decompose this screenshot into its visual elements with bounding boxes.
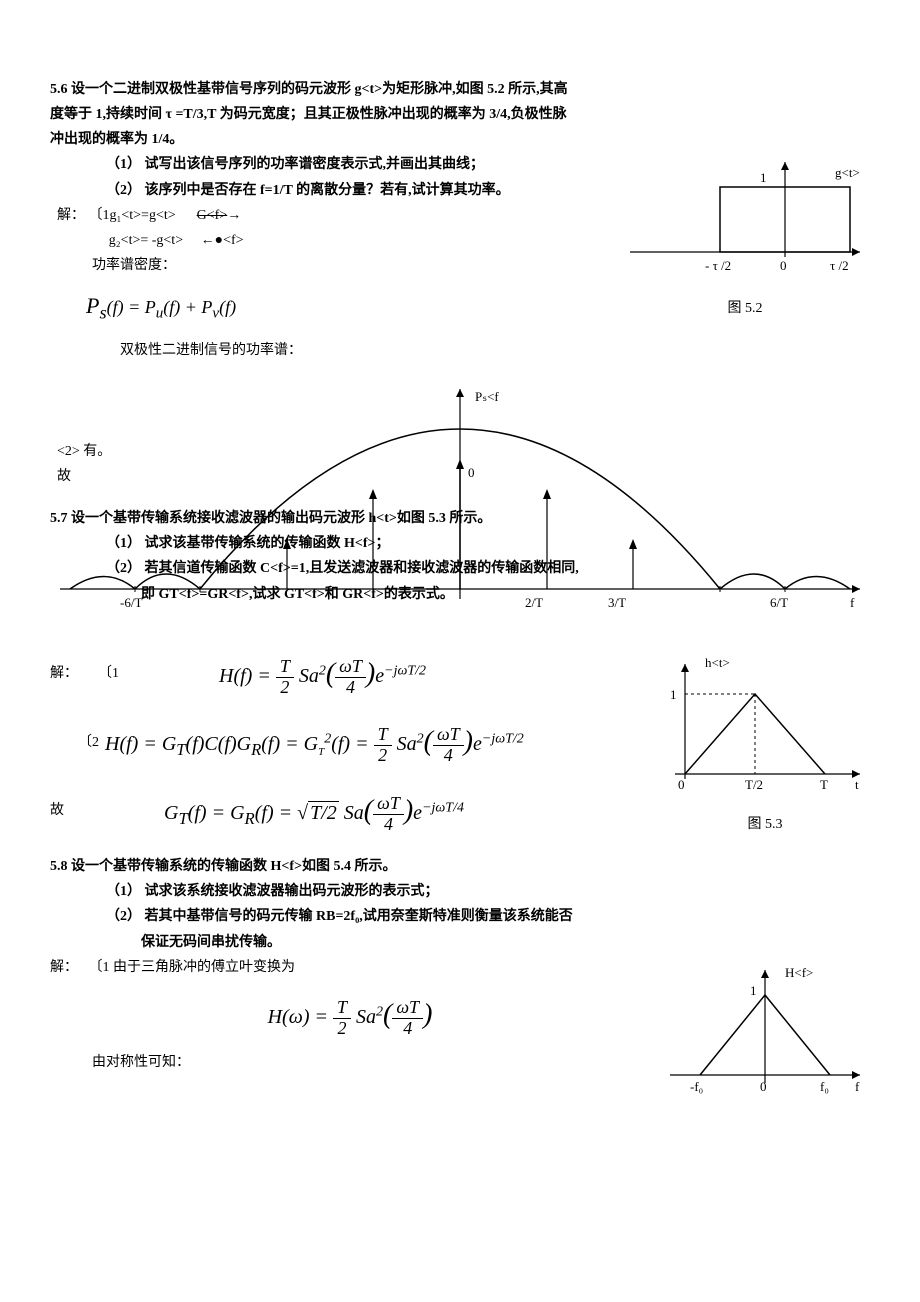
svg-text:1: 1 <box>760 170 767 185</box>
p56-t1: 设一个二进制双极性基带信号序列的码元波形 g<t>为矩形脉冲,如图 5.2 所示… <box>71 82 568 97</box>
p57-eq2-row: 〔2 H(f) = GT(f)C(f)GR(f) = GT2(f) = T2 S… <box>50 717 650 767</box>
p58-q1: （1） 试求该系统接收滤波器输出码元波形的表示式； <box>50 879 870 904</box>
p56-num: 5.6 <box>50 82 68 97</box>
svg-text:h<t>: h<t> <box>705 655 730 670</box>
fig53-svg: h<t> 1 0 T/2 T t <box>660 649 870 799</box>
p57-eq1-row: 解： 〔1 H(f) = T2 Sa2(ωT4)e−jωT/2 <box>50 649 650 699</box>
ps-plot-container: Pₛ<f 0 -6/T 2/T 3/T 6/T f <2> 有。 故 5.7 设… <box>50 369 870 649</box>
svg-text:H<f>: H<f> <box>785 965 813 980</box>
problem-5-6: 5.6 设一个二进制双极性基带信号序列的码元波形 g<t>为矩形脉冲,如图 5.… <box>50 77 870 649</box>
p57-q2b: 即 GT<f>=GR<f>,试求 GT<f>和 GR<f>的表示式。 <box>50 582 870 607</box>
p56-t2: 度等于 1,持续时间 τ =T/3,T 为码元宽度；且其正极性脉冲出现的概率为 … <box>50 102 870 127</box>
p56-t3: 冲出现的概率为 1/4。 <box>50 127 870 152</box>
strike-gf: G<f> <box>197 208 228 223</box>
fig52-caption: 图 5.2 <box>620 296 870 321</box>
figure-5-4: H<f> 1 -f₀ 0 f₀ f <box>660 955 870 1114</box>
p58-title: 5.8 设一个基带传输系统的传输函数 H<f>如图 5.4 所示。 <box>50 854 870 879</box>
svg-text:T: T <box>820 777 828 792</box>
fig52-svg: 1 g<t> - τ /2 0 τ /2 <box>620 152 870 282</box>
p56-bipolar: 双极性二进制信号的功率谱： <box>50 338 610 363</box>
eq-GT: GT(f) = GR(f) = √T/2 Sa(ωT4)e−jωT/4 <box>164 786 464 836</box>
overlay-text: <2> 有。 故 5.7 设一个基带传输系统接收滤波器的输出码元波形 h<t>如… <box>50 369 870 607</box>
svg-text:f₀: f₀ <box>820 1079 829 1094</box>
fig53-caption: 图 5.3 <box>660 812 870 837</box>
p58-q2b: 保证无码间串扰传输。 <box>50 930 870 955</box>
svg-text:0: 0 <box>780 258 787 273</box>
eq-Hf-2: H(f) = GT(f)C(f)GR(f) = GT2(f) = T2 Sa2(… <box>105 717 524 767</box>
svg-text:g<t>: g<t> <box>835 165 860 180</box>
p56-q1: （1） 试写出该信号序列的功率谱密度表示式,并画出其曲线； <box>50 152 610 177</box>
svg-text:0: 0 <box>678 777 685 792</box>
eq-Hw: H(ω) = T2 Sa2(ωT4) <box>50 990 650 1040</box>
problem-5-8: 5.8 设一个基带传输系统的传输函数 H<f>如图 5.4 所示。 （1） 试求… <box>50 854 870 1114</box>
p58-q2a: （2） 若其中基带信号的码元传输 RB=2f₀,试用奈奎斯特准则衡量该系统能否 <box>50 904 870 929</box>
svg-text:-f₀: -f₀ <box>690 1079 703 1094</box>
p57-q2a: （2） 若其信道传输函数 C<f>=1,且发送滤波器和接收滤波器的传输函数相同, <box>50 556 870 581</box>
p56-q2: （2） 该序列中是否存在 f=1/T 的离散分量？若有,试计算其功率。 <box>50 178 610 203</box>
fig54-svg: H<f> 1 -f₀ 0 f₀ f <box>660 955 870 1105</box>
svg-text:- τ /2: - τ /2 <box>705 258 731 273</box>
svg-text:0: 0 <box>760 1079 767 1094</box>
p58-sol1: 解： 〔1 由于三角脉冲的傅立叶变换为 <box>50 955 650 980</box>
figure-5-2: 1 g<t> - τ /2 0 τ /2 图 5.2 <box>620 152 870 320</box>
p56-sol-1b: g₂<t>= -g<t> ←●<f> <box>50 228 610 253</box>
svg-text:T/2: T/2 <box>745 777 763 792</box>
figure-5-3: h<t> 1 0 T/2 T t 图 5.3 <box>660 649 870 837</box>
svg-text:τ /2: τ /2 <box>830 258 849 273</box>
eq-Hf-1: H(f) = T2 Sa2(ωT4)e−jωT/2 <box>219 649 426 699</box>
p56-title-line1: 5.6 设一个二进制双极性基带信号序列的码元波形 g<t>为矩形脉冲,如图 5.… <box>50 77 870 102</box>
p57-title: 5.7 设一个基带传输系统接收滤波器的输出码元波形 h<t>如图 5.3 所示。 <box>50 506 870 531</box>
p56-psd-label: 功率谱密度： <box>50 253 610 278</box>
svg-text:f: f <box>855 1079 860 1094</box>
p57-solution-row: 解： 〔1 H(f) = T2 Sa2(ωT4)e−jωT/2 〔2 H(f) … <box>50 649 870 837</box>
svg-text:1: 1 <box>670 687 677 702</box>
svg-text:t: t <box>855 777 859 792</box>
p57-eq3-row: 故 GT(f) = GR(f) = √T/2 Sa(ωT4)e−jωT/4 <box>50 786 650 836</box>
p57-q1: （1） 试求该基带传输系统的传输函数 H<f>； <box>50 531 870 556</box>
svg-text:1: 1 <box>750 983 757 998</box>
p56-ans2: <2> 有。 <box>50 439 870 464</box>
p56-gu: 故 <box>50 464 870 489</box>
p58-sym: 由对称性可知： <box>50 1050 650 1075</box>
p56-sol-1a: 解： 〔1g₁<t>=g<t> G<f>→ <box>50 203 610 228</box>
eq-ps: Ps(f) = Pu(f) + Pv(f) <box>86 286 610 329</box>
